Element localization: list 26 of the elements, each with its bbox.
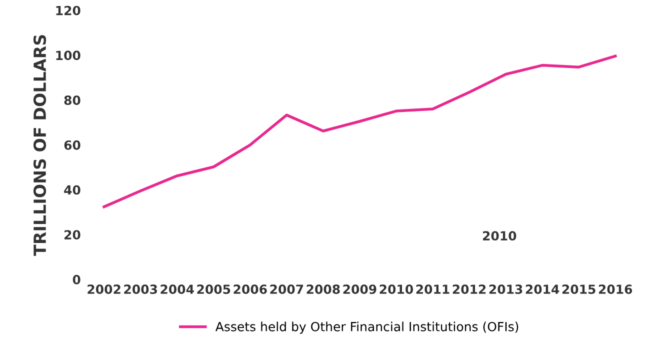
x-tick-label: 2007 xyxy=(270,284,304,294)
x-tick-label: 2002 xyxy=(88,284,120,294)
x-tick-label: 2016 xyxy=(598,284,632,294)
y-tick-label: 40 xyxy=(64,185,80,195)
x-tick-label: 2004 xyxy=(160,284,194,294)
y-tick-label: 100 xyxy=(56,50,80,60)
x-tick-label: 2015 xyxy=(562,284,596,294)
y-tick-label: 80 xyxy=(64,96,80,105)
x-tick-label: 2003 xyxy=(124,284,157,294)
y-tick-label: 120 xyxy=(56,6,80,16)
x-tick-label: 2013 xyxy=(489,284,522,294)
y-axis-title: TRILLIONS OF DOLLARS xyxy=(33,35,46,256)
y-tick-label: 20 xyxy=(64,230,80,240)
legend-label: Assets held by Other Financial Institutions (OFIs) xyxy=(215,322,518,334)
x-tick-label: 2011 xyxy=(416,284,450,294)
x-tick-label: 2005 xyxy=(197,284,230,294)
x-tick-label: 2012 xyxy=(452,284,486,294)
x-tick-label: 2010 xyxy=(380,284,414,294)
x-tick-label: 2014 xyxy=(526,284,560,294)
y-tick-label: 60 xyxy=(64,140,80,150)
x-tick-label: 2006 xyxy=(234,284,267,294)
line-series xyxy=(102,54,617,208)
annotation: 2010 xyxy=(482,231,516,241)
y-tick-label: 0 xyxy=(72,274,80,284)
x-tick-label: 2009 xyxy=(343,284,376,294)
x-tick-label: 2008 xyxy=(306,284,340,294)
